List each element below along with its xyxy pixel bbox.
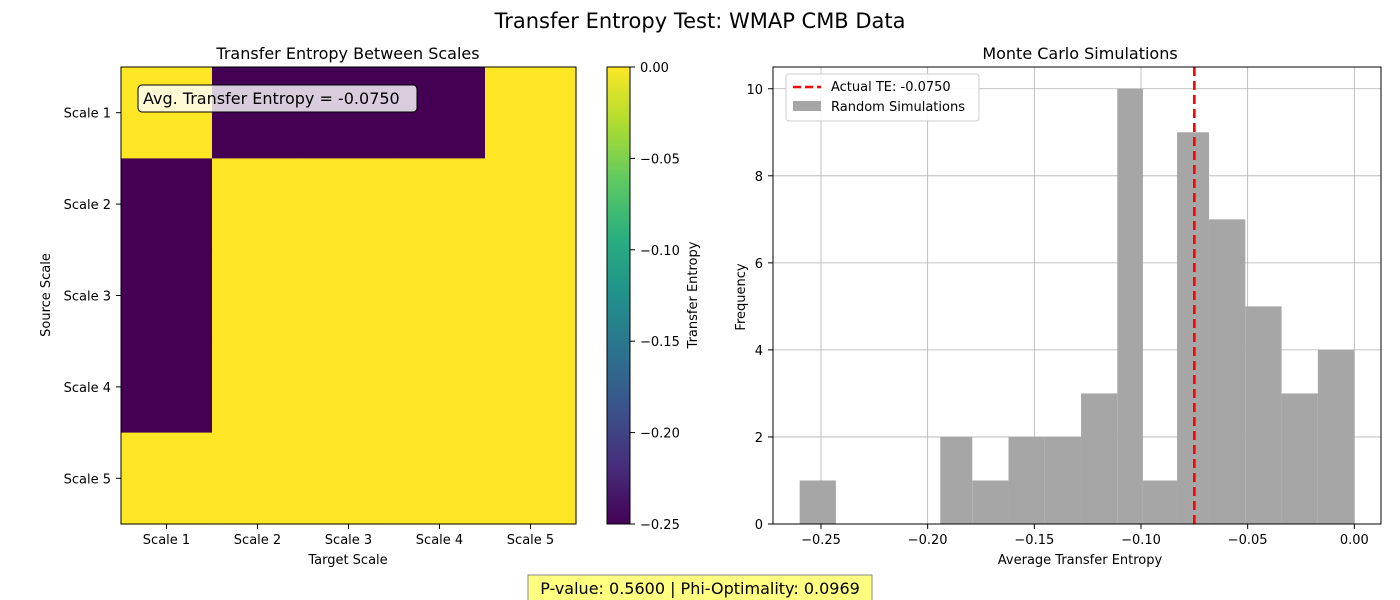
heatmap-cell xyxy=(394,341,486,434)
histogram-x-tick-label: −0.20 xyxy=(908,533,948,548)
histogram-bar xyxy=(1281,393,1318,524)
heatmap-cell xyxy=(394,67,486,159)
legend-label-random: Random Simulations xyxy=(831,100,965,115)
heatmap-cell xyxy=(121,341,213,434)
histogram-y-tick-label: 10 xyxy=(746,83,763,98)
heatmap-cells xyxy=(121,67,577,525)
legend-patch-swatch xyxy=(793,101,821,111)
colorbar-tick-label: −0.10 xyxy=(640,244,680,259)
histogram-bar xyxy=(1081,393,1118,524)
heatmap-cell xyxy=(303,432,395,525)
histogram-panel: Monte Carlo Simulations −0.25 −0.20 −0.15−… xyxy=(734,44,1382,568)
heatmap-title: Transfer Entropy Between Scales xyxy=(215,44,479,63)
histogram-bar xyxy=(1142,480,1178,524)
footer-text: P-value: 0.5600 | Phi-Optimality: 0.0969 xyxy=(540,579,860,598)
histogram-bar xyxy=(972,480,1009,524)
heatmap-y-tick-label: Scale 1 xyxy=(64,107,111,122)
heatmap-y-axis-label: Source Scale xyxy=(39,253,54,337)
histogram-bars xyxy=(799,88,1355,525)
legend-frame xyxy=(785,73,980,122)
histogram-x-tick-label: −0.15 xyxy=(1014,533,1054,548)
footer: P-value: 0.5600 | Phi-Optimality: 0.0969 xyxy=(527,574,873,600)
histogram-bar xyxy=(1245,306,1282,524)
colorbar: 0.00 −0.05 −0.10 −0.15 −0.20 −0.25 Transfer E… xyxy=(606,61,701,533)
figure-title: Transfer Entropy Test: WMAP CMB Data xyxy=(493,9,905,33)
heatmap-cell xyxy=(121,432,213,525)
heatmap-cell xyxy=(121,249,213,342)
heatmap-x-ticks: Scale 1 Scale 2 Scale 3 Scale 4 Scale 5 xyxy=(143,524,554,548)
heatmap-y-tick-label: Scale 2 xyxy=(64,198,111,213)
histogram-title: Monte Carlo Simulations xyxy=(982,44,1177,63)
histogram-y-tick-label: 4 xyxy=(755,344,763,359)
heatmap-cell xyxy=(303,249,395,342)
heatmap-annotation-box xyxy=(137,84,418,113)
colorbar-label: Transfer Entropy xyxy=(686,241,701,349)
heatmap-cell xyxy=(212,249,304,342)
histogram-y-tick-label: 2 xyxy=(755,431,763,446)
histogram-x-tick-label: 0.00 xyxy=(1340,533,1369,548)
heatmap-cell xyxy=(394,158,486,251)
heatmap-x-axis-label: Target Scale xyxy=(307,553,387,568)
heatmap-cell xyxy=(485,341,577,434)
heatmap-cell xyxy=(212,158,304,251)
histogram-x-ticks: −0.25 −0.20 −0.15 −0.10 −0.05 0.00 xyxy=(801,524,1369,548)
heatmap-cell xyxy=(121,67,213,159)
colorbar-tick-label: −0.05 xyxy=(640,152,680,167)
histogram-bar xyxy=(1008,436,1045,524)
footer-box xyxy=(527,574,873,600)
histogram-y-tick-label: 0 xyxy=(755,518,763,533)
histogram-y-ticks: 0 2 4 6 8 10 xyxy=(746,83,773,533)
histogram-y-tick-label: 8 xyxy=(755,170,763,185)
colorbar-tick-label: −0.15 xyxy=(640,335,680,350)
colorbar-tick-label: 0.00 xyxy=(640,61,669,76)
histogram-bar xyxy=(1044,436,1082,524)
heatmap-cell xyxy=(485,432,577,525)
histogram-bar xyxy=(1317,349,1355,524)
heatmap-cell xyxy=(485,249,577,342)
histogram-y-tick-label: 6 xyxy=(755,257,763,272)
legend-label-actual: Actual TE: -0.0750 xyxy=(831,80,951,95)
heatmap-y-ticks: Scale 1 Scale 2 Scale 3 Scale 4 Scale 5 xyxy=(64,107,121,487)
heatmap-x-tick-label: Scale 5 xyxy=(507,533,554,548)
histogram-x-tick-label: −0.10 xyxy=(1121,533,1161,548)
histogram-x-tick-label: −0.25 xyxy=(801,533,841,548)
colorbar-ticks: 0.00 −0.05 −0.10 −0.15 −0.20 −0.25 xyxy=(630,61,680,533)
heatmap-cell xyxy=(212,67,304,159)
heatmap-cell xyxy=(303,67,395,159)
heatmap-x-tick-label: Scale 3 xyxy=(325,533,372,548)
histogram-bar xyxy=(940,436,973,524)
histogram-x-tick-label: −0.05 xyxy=(1228,533,1268,548)
colorbar-gradient xyxy=(606,66,631,525)
heatmap-annotation: Avg. Transfer Entropy = -0.0750 xyxy=(143,89,400,108)
histogram-legend: Actual TE: -0.0750 Random Simulations xyxy=(785,73,980,122)
heatmap-cell xyxy=(394,249,486,342)
heatmap-x-tick-label: Scale 2 xyxy=(234,533,281,548)
histogram-bar xyxy=(1117,88,1143,524)
heatmap-cell xyxy=(303,158,395,251)
heatmap-cell xyxy=(303,341,395,434)
colorbar-tick-label: −0.20 xyxy=(640,427,680,442)
heatmap-y-tick-label: Scale 3 xyxy=(64,290,111,305)
histogram-frame xyxy=(772,66,1382,525)
heatmap-cell xyxy=(485,158,577,251)
heatmap-x-tick-label: Scale 4 xyxy=(416,533,463,548)
heatmap-cell xyxy=(212,432,304,525)
histogram-bar xyxy=(799,480,836,524)
heatmap-cell xyxy=(212,341,304,434)
heatmap-cell xyxy=(394,432,486,525)
colorbar-tick-label: −0.25 xyxy=(640,518,680,533)
heatmap-x-tick-label: Scale 1 xyxy=(143,533,190,548)
histogram-y-axis-label: Frequency xyxy=(734,263,749,330)
histogram-bar xyxy=(1209,219,1246,525)
histogram-x-axis-label: Average Transfer Entropy xyxy=(998,553,1163,568)
heatmap-y-tick-label: Scale 4 xyxy=(64,381,111,396)
heatmap-y-tick-label: Scale 5 xyxy=(64,472,111,487)
heatmap-cell xyxy=(121,158,213,251)
heatmap-cell xyxy=(485,67,577,159)
